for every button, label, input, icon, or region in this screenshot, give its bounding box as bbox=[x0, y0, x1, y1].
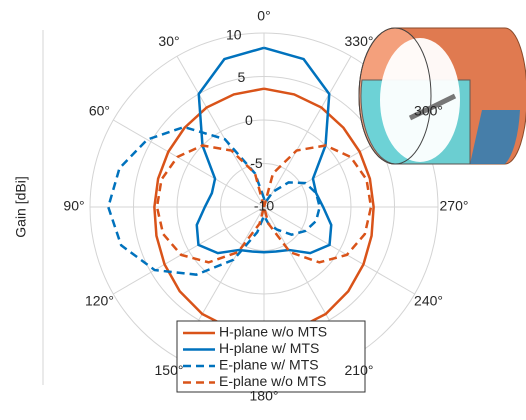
theta-tick-label: 90° bbox=[63, 198, 84, 214]
theta-tick-label: 30° bbox=[158, 33, 179, 49]
theta-tick-label: 270° bbox=[440, 198, 469, 214]
legend-label: H-plane w/o MTS bbox=[219, 324, 327, 340]
r-tick-label: 10 bbox=[226, 26, 242, 42]
r-tick-label: 5 bbox=[237, 69, 245, 85]
theta-tick-label: 300° bbox=[414, 103, 443, 119]
theta-tick-label: 60° bbox=[89, 103, 110, 119]
theta-tick-label: 330° bbox=[345, 33, 374, 49]
legend-label: H-plane w/ MTS bbox=[219, 340, 319, 356]
theta-tick-label: 180° bbox=[250, 388, 279, 404]
theta-tick-label: 0° bbox=[257, 8, 270, 24]
theta-tick-label: 210° bbox=[345, 362, 374, 378]
theta-tick-label: 120° bbox=[85, 293, 114, 309]
theta-tick-label: 150° bbox=[155, 362, 184, 378]
r-tick-label: 0 bbox=[245, 112, 253, 128]
antenna-illustration bbox=[359, 28, 526, 164]
r-tick-label: -10 bbox=[254, 198, 274, 214]
r-tick-label: -5 bbox=[250, 155, 263, 171]
y-axis-label: Gain [dBi] bbox=[13, 176, 29, 237]
legend-label: E-plane w/ MTS bbox=[219, 357, 319, 373]
chart: Gain [dBi] H-plane w/o MTSH-plane w/ MTS… bbox=[0, 0, 526, 420]
theta-tick-label: 240° bbox=[414, 293, 443, 309]
